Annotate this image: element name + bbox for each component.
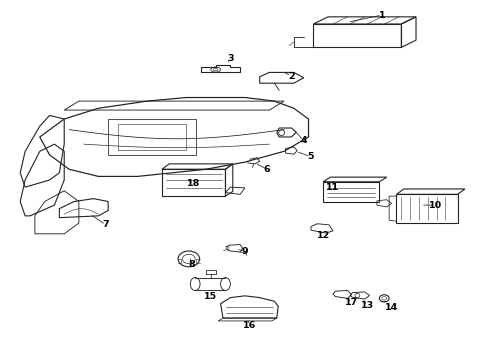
Text: 13: 13 [361, 301, 374, 310]
Text: 9: 9 [242, 247, 248, 256]
Text: 1: 1 [378, 10, 385, 19]
Text: 17: 17 [345, 298, 358, 307]
Text: 7: 7 [102, 220, 109, 229]
Text: 10: 10 [429, 201, 442, 210]
Text: 15: 15 [204, 292, 218, 301]
Text: 16: 16 [243, 321, 256, 330]
Text: 14: 14 [385, 303, 398, 312]
Text: 3: 3 [227, 54, 234, 63]
Text: 2: 2 [288, 72, 294, 81]
Text: 4: 4 [300, 136, 307, 145]
Text: 5: 5 [308, 152, 314, 161]
Text: 18: 18 [187, 179, 200, 188]
Text: 11: 11 [326, 183, 340, 192]
Text: 8: 8 [188, 260, 195, 269]
Text: 6: 6 [264, 165, 270, 174]
Text: 12: 12 [317, 231, 330, 240]
